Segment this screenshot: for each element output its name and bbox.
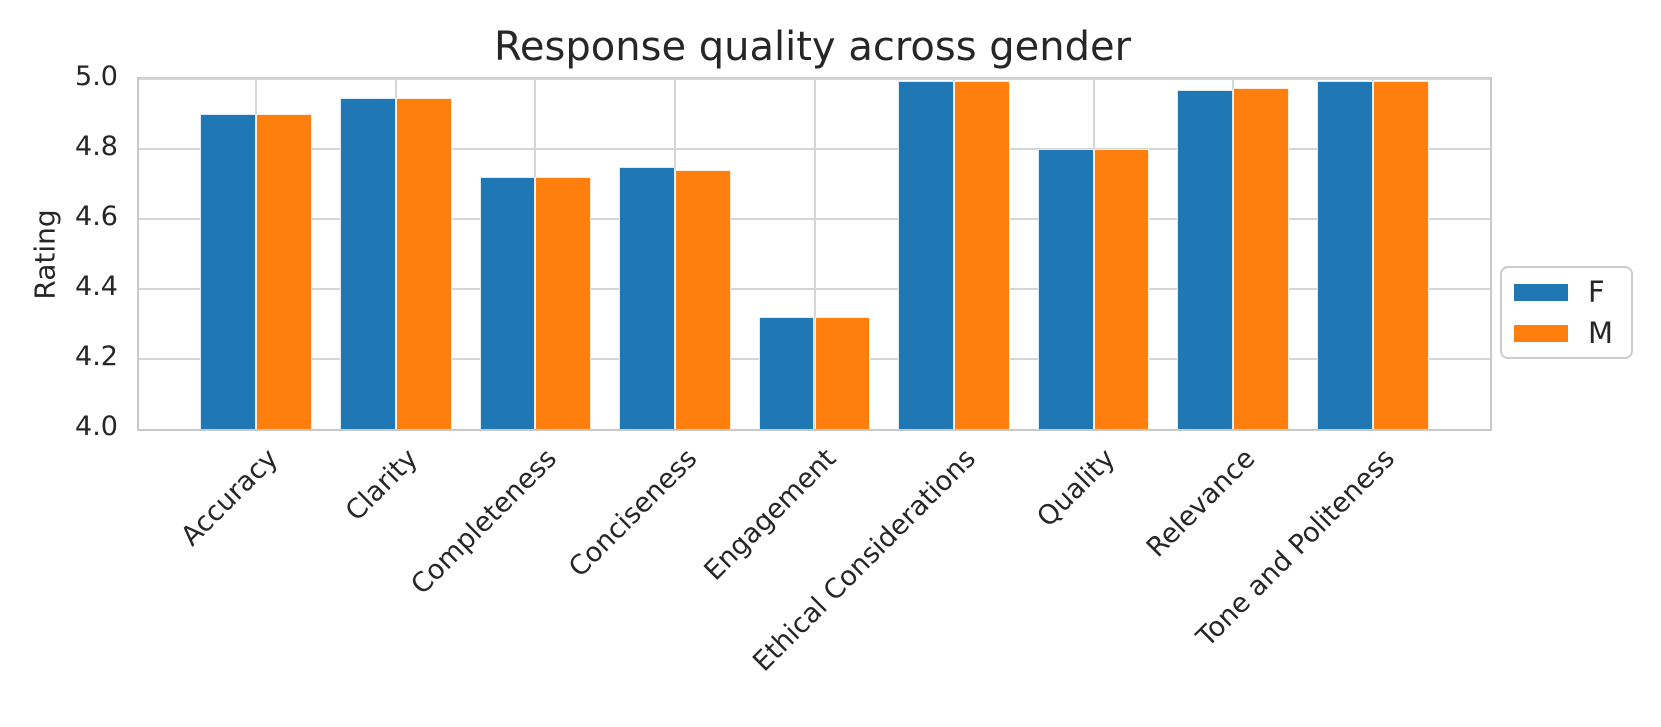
legend-swatch-f [1514,283,1568,301]
y-tick-label-4.6: 4.6 [75,201,118,232]
y-tick-label-4.0: 4.0 [75,411,118,442]
bar-M-ethical-considerations [954,80,1010,429]
bar-F-engagement [758,317,815,429]
bar-M-engagement [814,317,871,429]
x-tick-label-clarity: Clarity [339,443,424,528]
y-axis-label: Rating [28,209,62,300]
gridline-x-4 [813,79,816,429]
y-tick-label-4.2: 4.2 [75,341,118,372]
bar-F-completeness [479,177,536,429]
bar-F-quality [1037,149,1094,429]
legend-label-f: F [1588,274,1605,309]
bar-M-completeness [535,177,592,429]
x-tick-label-accuracy: Accuracy [175,443,285,553]
bar-M-tone-and-politeness [1372,80,1429,429]
bar-F-ethical-considerations [898,80,955,429]
legend-entry-m: M [1514,315,1619,350]
bar-M-clarity [395,98,452,429]
bar-F-accuracy [200,114,257,429]
bar-M-relevance [1233,88,1289,429]
x-tick-label-relevance: Relevance [1140,443,1262,564]
bar-F-tone-and-politeness [1316,80,1373,429]
x-tick-label-ethical-considerations: Ethical Considerations [747,443,982,678]
plot-area [137,77,1492,431]
y-tick-label-4.4: 4.4 [75,271,118,302]
legend-swatch-m [1514,324,1568,342]
x-tick-label-completeness: Completeness [405,443,564,601]
x-tick-label-quality: Quality [1031,443,1122,534]
chart-title: Response quality across gender [493,24,1132,70]
y-tick-label-5.0: 5.0 [75,61,118,92]
x-tick-label-engagement: Engagement [698,443,843,587]
legend-label-m: M [1588,315,1614,350]
legend-entry-f: F [1514,274,1619,309]
bar-F-clarity [339,98,396,429]
bar-F-conciseness [619,167,675,429]
legend: F M [1500,266,1633,359]
x-tick-label-conciseness: Conciseness [562,443,703,584]
bar-F-relevance [1177,89,1234,429]
bar-M-quality [1093,149,1150,429]
y-tick-label-4.8: 4.8 [75,131,118,162]
bar-M-conciseness [674,169,731,429]
bar-M-accuracy [256,114,313,429]
